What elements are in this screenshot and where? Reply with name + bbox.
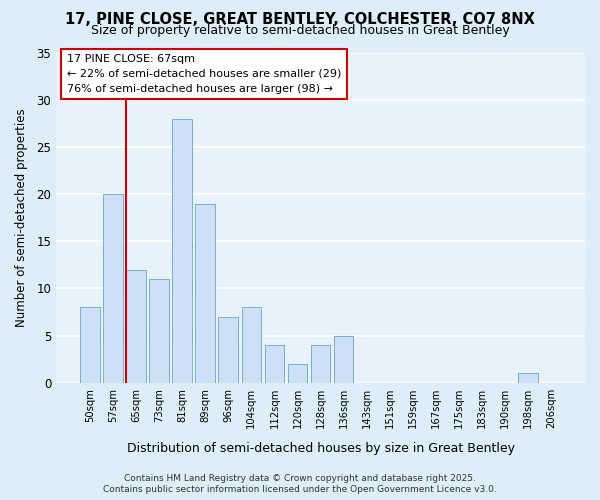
Text: Size of property relative to semi-detached houses in Great Bentley: Size of property relative to semi-detach…: [91, 24, 509, 37]
Bar: [311, 345, 331, 383]
Bar: [518, 374, 538, 383]
Bar: [80, 308, 100, 383]
X-axis label: Distribution of semi-detached houses by size in Great Bentley: Distribution of semi-detached houses by …: [127, 442, 515, 455]
Bar: [218, 317, 238, 383]
Bar: [149, 279, 169, 383]
Bar: [172, 118, 192, 383]
Y-axis label: Number of semi-detached properties: Number of semi-detached properties: [15, 108, 28, 327]
Bar: [334, 336, 353, 383]
Text: 17, PINE CLOSE, GREAT BENTLEY, COLCHESTER, CO7 8NX: 17, PINE CLOSE, GREAT BENTLEY, COLCHESTE…: [65, 12, 535, 28]
Text: 17 PINE CLOSE: 67sqm
← 22% of semi-detached houses are smaller (29)
76% of semi-: 17 PINE CLOSE: 67sqm ← 22% of semi-detac…: [67, 54, 341, 94]
Bar: [126, 270, 146, 383]
Bar: [242, 308, 261, 383]
Bar: [265, 345, 284, 383]
Bar: [196, 204, 215, 383]
Text: Contains HM Land Registry data © Crown copyright and database right 2025.
Contai: Contains HM Land Registry data © Crown c…: [103, 474, 497, 494]
Bar: [103, 194, 123, 383]
Bar: [287, 364, 307, 383]
